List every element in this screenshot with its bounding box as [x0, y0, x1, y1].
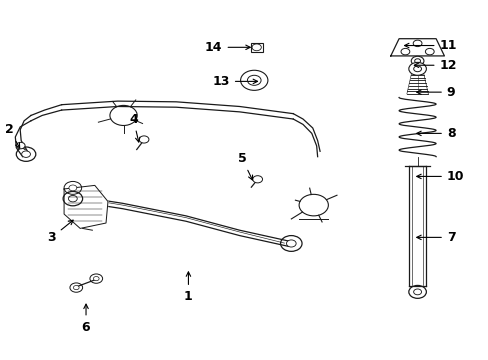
Circle shape: [425, 48, 433, 55]
Text: 9: 9: [416, 86, 454, 99]
Circle shape: [93, 276, 99, 281]
Circle shape: [68, 195, 77, 202]
Circle shape: [73, 285, 79, 290]
Circle shape: [69, 185, 77, 191]
Text: 14: 14: [204, 41, 250, 54]
Text: 13: 13: [212, 75, 257, 88]
Circle shape: [21, 151, 30, 157]
Text: 7: 7: [416, 231, 455, 244]
Circle shape: [252, 176, 262, 183]
Text: 8: 8: [416, 127, 454, 140]
FancyBboxPatch shape: [250, 43, 262, 52]
Text: 12: 12: [413, 59, 456, 72]
Text: 4: 4: [129, 113, 140, 142]
Text: 1: 1: [183, 272, 192, 303]
Circle shape: [412, 40, 421, 46]
Circle shape: [410, 56, 423, 66]
Circle shape: [16, 142, 25, 149]
Text: 10: 10: [416, 170, 464, 183]
Circle shape: [400, 48, 409, 55]
Text: 3: 3: [47, 220, 73, 244]
Circle shape: [240, 70, 267, 90]
Text: 5: 5: [237, 152, 252, 180]
Circle shape: [413, 289, 421, 295]
Polygon shape: [390, 39, 444, 56]
Circle shape: [139, 136, 149, 143]
Circle shape: [286, 240, 296, 247]
Circle shape: [408, 62, 426, 75]
Text: 2: 2: [5, 123, 20, 148]
Polygon shape: [64, 185, 108, 228]
Text: 11: 11: [404, 39, 456, 52]
Text: 6: 6: [81, 304, 90, 333]
